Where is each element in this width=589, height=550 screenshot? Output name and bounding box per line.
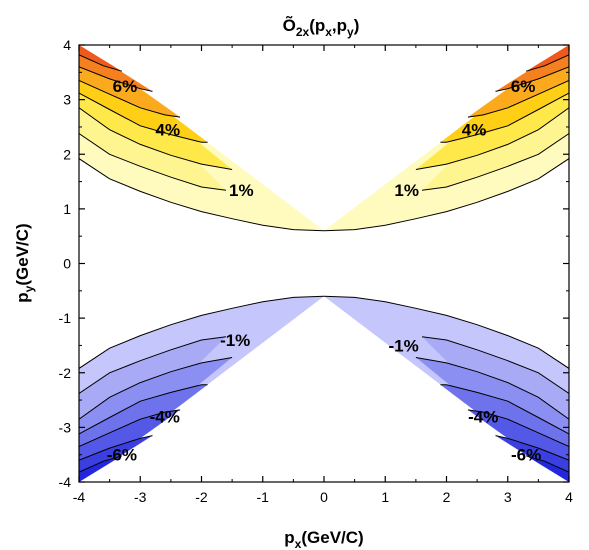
contour-band-lower-left-7 <box>79 455 122 482</box>
contour-label: -4% <box>150 407 180 426</box>
contour-line-upper-left-6 <box>79 66 153 92</box>
x-axis-label: px(GeV/C) <box>284 528 363 550</box>
y-tick-label: 1 <box>63 201 71 217</box>
ylabel-sub: y <box>22 285 36 292</box>
title-sub1: 2x <box>296 25 310 39</box>
contour-line-upper-left-2 <box>79 133 227 191</box>
title-close: ) <box>354 16 360 35</box>
contour-line-upper-left-7 <box>79 54 123 72</box>
contour-band-upper-right-7 <box>526 45 569 72</box>
contour-line-upper-right-7 <box>525 54 569 72</box>
contour-line-upper-left-3 <box>79 107 233 170</box>
title-sub3: y <box>347 25 354 39</box>
contour-label: -1% <box>389 336 419 355</box>
x-tick-label: -1 <box>257 489 270 505</box>
contour-label: -1% <box>220 331 250 350</box>
x-tick-label: -4 <box>73 489 86 505</box>
contour-line-upper-right-6 <box>495 66 569 92</box>
y-tick-label: 0 <box>63 256 71 272</box>
ylabel-main: p <box>13 292 32 302</box>
x-tick-label: -3 <box>134 489 147 505</box>
y-axis-label: py(GeV/C) <box>13 223 36 302</box>
contour-line-upper-left-1 <box>79 158 325 232</box>
contour-line-lower-left-6 <box>79 435 153 461</box>
y-tick-label: 3 <box>63 92 71 108</box>
contour-line-upper-right-2 <box>421 133 569 191</box>
y-tick-label: -4 <box>59 474 72 490</box>
contour-label: -6% <box>107 446 137 465</box>
title-main: Õ <box>283 15 296 35</box>
contour-line-lower-left-5 <box>79 409 181 447</box>
xlabel-sub: x <box>295 537 302 550</box>
contour-label: 1% <box>394 181 419 200</box>
y-tick-label: -3 <box>59 419 72 435</box>
ylabel-rest: (GeV/C) <box>13 223 32 285</box>
contour-line-upper-left-5 <box>79 80 181 118</box>
contour-line-upper-right-4 <box>440 92 569 143</box>
contour-line-lower-right-7 <box>525 455 569 473</box>
xlabel-main: p <box>284 528 294 547</box>
x-tick-label: 0 <box>320 489 328 505</box>
x-tick-label: 3 <box>504 489 512 505</box>
contour-band-upper-left-6 <box>79 45 153 92</box>
x-tick-label: -2 <box>195 489 208 505</box>
svg-text:px(GeV/C): px(GeV/C) <box>284 528 363 550</box>
contour-band-upper-left-7 <box>79 45 122 72</box>
contour-line-lower-right-6 <box>495 435 569 461</box>
contour-label: 1% <box>229 181 254 200</box>
x-tick-label: 4 <box>565 489 573 505</box>
contour-band-lower-right-7 <box>526 455 569 482</box>
y-tick-label: -2 <box>59 365 72 381</box>
svg-text:Õ2x(px,py): Õ2x(px,py) <box>283 15 360 39</box>
contour-band-lower-right-5 <box>467 409 569 482</box>
contour-label: -4% <box>468 407 498 426</box>
contour-line-lower-right-1 <box>323 295 569 369</box>
contour-line-upper-left-4 <box>79 92 208 143</box>
y-tick-label: 2 <box>63 146 71 162</box>
contour-line-lower-right-5 <box>467 409 569 447</box>
title-sub2: x <box>325 25 332 39</box>
contour-label: -6% <box>511 446 541 465</box>
contour-line-upper-right-3 <box>415 107 569 170</box>
contour-line-lower-left-4 <box>79 384 208 435</box>
contour-band-lower-left-5 <box>79 409 181 482</box>
title-open: (p <box>309 16 325 35</box>
contour-line-upper-right-5 <box>467 80 569 118</box>
contour-line-lower-left-7 <box>79 455 123 473</box>
contour-band-upper-right-6 <box>495 45 569 92</box>
contour-line-lower-right-3 <box>415 357 569 420</box>
contour-label: 4% <box>156 121 181 140</box>
xlabel-rest: (GeV/C) <box>301 528 363 547</box>
contour-line-upper-right-1 <box>323 158 569 232</box>
contour-label: 6% <box>113 77 138 96</box>
contour-label: 6% <box>511 77 536 96</box>
contour-line-lower-left-1 <box>79 295 325 369</box>
contour-line-lower-right-2 <box>421 336 569 394</box>
x-tick-label: 2 <box>443 489 451 505</box>
y-tick-label: 4 <box>63 37 71 53</box>
y-tick-label: -1 <box>59 310 72 326</box>
contour-line-lower-left-3 <box>79 357 233 420</box>
svg-text:py(GeV/C): py(GeV/C) <box>13 223 36 302</box>
contour-line-lower-right-4 <box>440 384 569 435</box>
contour-label: 4% <box>462 121 487 140</box>
contour-line-lower-left-2 <box>79 336 227 394</box>
x-tick-label: 1 <box>381 489 389 505</box>
chart-title: Õ2x(px,py) <box>283 15 360 39</box>
plot-area <box>79 45 569 482</box>
title-comma: ,p <box>332 16 347 35</box>
